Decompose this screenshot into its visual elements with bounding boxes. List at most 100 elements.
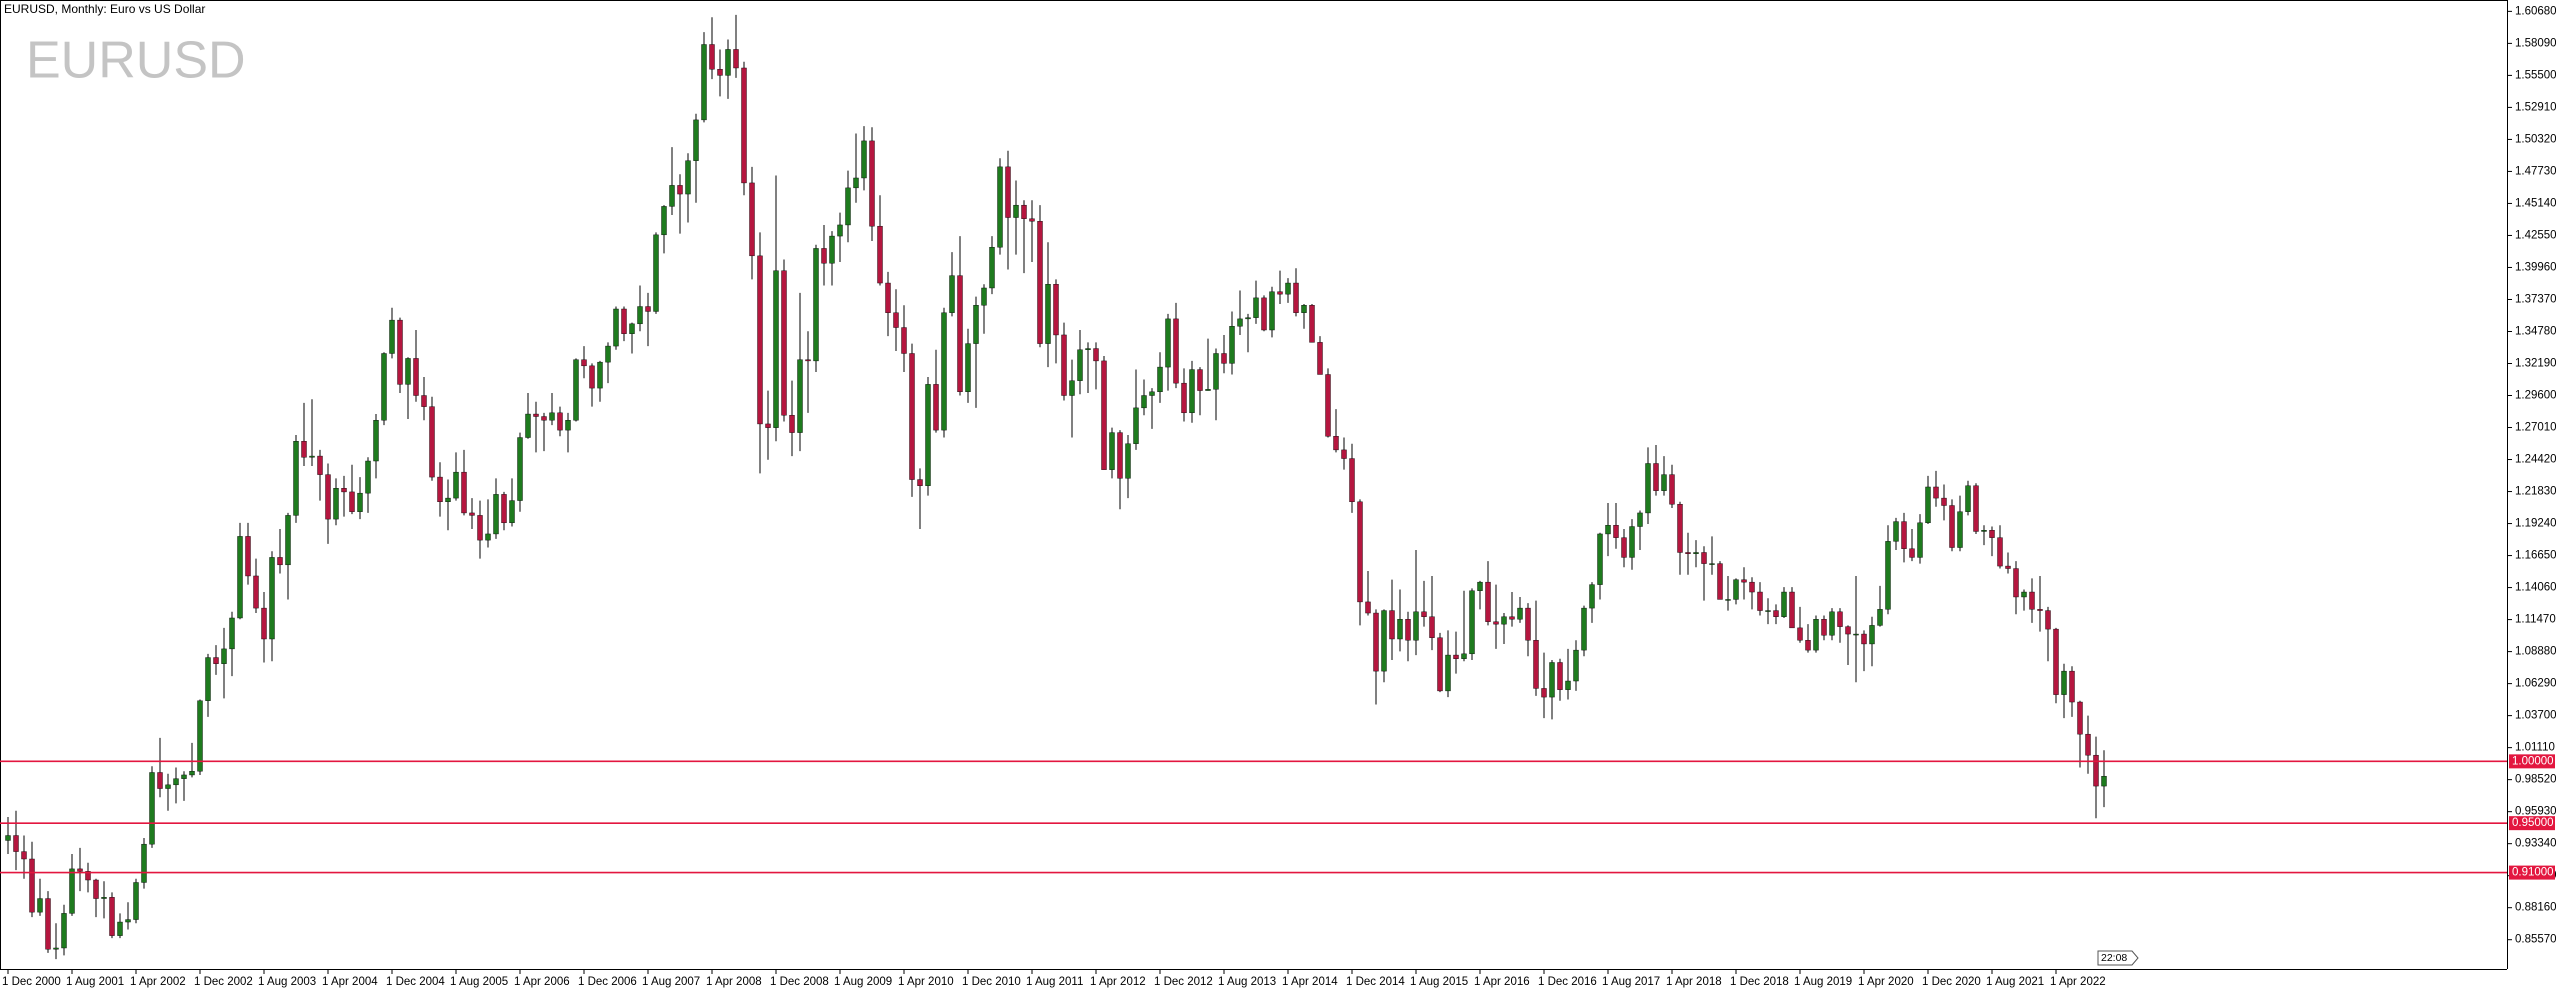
candle-body (1757, 591, 1763, 611)
y-tick-label: 1.24420 (2515, 454, 2556, 466)
candle-body (405, 358, 411, 385)
candle-body (293, 441, 299, 516)
candle-body (909, 353, 915, 480)
candle-body (1309, 305, 1315, 343)
candle-body (789, 415, 795, 433)
candle-body (1301, 305, 1307, 313)
x-tick-label: 1 Apr 2010 (898, 976, 954, 988)
candle-body (1165, 318, 1171, 368)
x-tick-label: 1 Aug 2021 (1986, 976, 2044, 988)
candle-body (1861, 633, 1867, 645)
candle-body (61, 913, 67, 949)
candle-body (349, 491, 355, 512)
candle-body (2101, 775, 2107, 787)
candle-body (1877, 609, 1883, 626)
candle-body (29, 858, 35, 913)
y-tick-label: 1.29600 (2515, 390, 2556, 402)
candle-body (1749, 581, 1755, 593)
candle-body (1853, 633, 1859, 636)
candle-body (165, 784, 171, 789)
candle-body (1213, 353, 1219, 390)
timer-box (2097, 950, 2139, 966)
candle-body (2069, 670, 2075, 703)
candle-body (1933, 486, 1939, 499)
candle-body (845, 187, 851, 226)
candle-body (1637, 512, 1643, 527)
candle-body (453, 471, 459, 499)
candle-body (205, 657, 211, 701)
candle-body (1949, 505, 1955, 548)
candle-body (581, 359, 587, 367)
candle-body (1581, 607, 1587, 651)
y-tick-label: 0.85570 (2515, 934, 2556, 946)
x-tick-label: 1 Dec 2006 (578, 976, 637, 988)
candle-body (749, 182, 755, 257)
candle-body (917, 479, 923, 486)
candle-body (501, 494, 507, 524)
candle-body (1277, 291, 1283, 295)
candle-body (37, 898, 43, 913)
candle-body (285, 515, 291, 566)
candle-body (1125, 443, 1131, 479)
y-tick-label: 1.06290 (2515, 678, 2556, 690)
y-tick-label: 0.95930 (2515, 806, 2556, 818)
candle-body (1173, 318, 1179, 384)
y-tick-label: 1.21830 (2515, 486, 2556, 498)
x-tick-label: 1 Dec 2020 (1922, 976, 1981, 988)
candle-body (1901, 521, 1907, 549)
candle-body (1133, 407, 1139, 444)
candle-body (1653, 463, 1659, 491)
candle-body (621, 308, 627, 334)
candle-body (765, 423, 771, 428)
y-tick-label: 1.50320 (2515, 133, 2556, 145)
candle-body (669, 185, 675, 207)
y-tick-label: 1.55500 (2515, 69, 2556, 81)
candle-body (53, 947, 59, 950)
candle-body (1805, 640, 1811, 651)
candle-body (1773, 610, 1779, 617)
candle-body (181, 774, 187, 779)
candle-body (109, 897, 115, 936)
candle-body (445, 497, 451, 503)
x-tick-label: 1 Dec 2000 (2, 976, 61, 988)
candle-body (637, 306, 643, 325)
y-tick-label: 1.37370 (2515, 294, 2556, 306)
candle-body (1205, 389, 1211, 391)
y-tick-label: 1.47730 (2515, 165, 2556, 177)
x-tick-label: 1 Dec 2010 (962, 976, 1021, 988)
x-tick-label: 1 Apr 2002 (130, 976, 186, 988)
candle-body (1813, 619, 1819, 651)
candle-body (1245, 317, 1251, 320)
candle-body (429, 406, 435, 478)
candle-body (1565, 680, 1571, 690)
candle-body (1437, 637, 1443, 692)
candle-body (541, 416, 547, 421)
candle-body (957, 275, 963, 393)
candle-body (1373, 612, 1379, 672)
x-tick-label: 1 Apr 2008 (706, 976, 762, 988)
candle-body (133, 882, 139, 920)
y-tick-label: 1.32190 (2515, 358, 2556, 370)
level-label-box (2509, 865, 2555, 880)
candle-body (325, 474, 331, 520)
candle-body (1605, 525, 1611, 535)
candle-body (69, 868, 75, 914)
candle-body (21, 851, 27, 860)
candle-body (1629, 526, 1635, 558)
candle-body (365, 460, 371, 494)
candle-body (125, 919, 131, 923)
candle-body (1013, 204, 1019, 218)
candle-body (157, 772, 163, 789)
candle-body (1341, 449, 1347, 459)
candle-body (373, 420, 379, 462)
x-tick-label: 1 Dec 2016 (1538, 976, 1597, 988)
candle-body (1445, 654, 1451, 692)
candle-body (2045, 610, 2051, 630)
candle-body (477, 515, 483, 541)
candle-body (117, 921, 123, 936)
candle-body (1381, 610, 1387, 672)
candle-body (1621, 537, 1627, 558)
candle-body (573, 359, 579, 421)
candle-body (1197, 369, 1203, 391)
